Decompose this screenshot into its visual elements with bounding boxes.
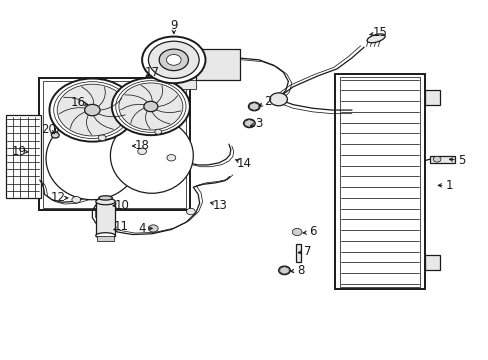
Text: 20: 20 <box>41 123 56 136</box>
Text: 10: 10 <box>115 199 130 212</box>
Ellipse shape <box>366 34 385 43</box>
Bar <box>295 244 300 262</box>
Ellipse shape <box>99 196 112 200</box>
Bar <box>39 78 189 211</box>
Text: 19: 19 <box>12 145 27 158</box>
Bar <box>339 77 419 287</box>
Bar <box>195 49 239 80</box>
Text: 7: 7 <box>304 245 311 258</box>
Text: 15: 15 <box>372 27 386 40</box>
Text: 17: 17 <box>144 66 159 79</box>
Bar <box>5 116 41 198</box>
Circle shape <box>51 132 59 138</box>
Circle shape <box>166 154 175 161</box>
Circle shape <box>248 102 260 111</box>
Circle shape <box>49 78 135 141</box>
Circle shape <box>186 208 195 215</box>
Circle shape <box>138 148 146 154</box>
Circle shape <box>72 197 81 203</box>
Text: 14: 14 <box>237 157 251 170</box>
Bar <box>96 202 115 235</box>
Circle shape <box>155 129 161 134</box>
Text: 18: 18 <box>134 139 149 152</box>
Circle shape <box>269 93 287 106</box>
Circle shape <box>432 156 440 162</box>
Text: 5: 5 <box>457 154 464 167</box>
Circle shape <box>57 84 127 136</box>
Circle shape <box>159 49 188 71</box>
Bar <box>429 156 454 163</box>
Circle shape <box>143 101 158 112</box>
Text: 13: 13 <box>212 199 227 212</box>
Bar <box>424 255 439 270</box>
Circle shape <box>278 266 290 275</box>
Circle shape <box>98 135 106 141</box>
Text: 4: 4 <box>138 222 145 235</box>
Circle shape <box>148 41 199 78</box>
Circle shape <box>84 104 100 116</box>
Bar <box>424 90 439 105</box>
Ellipse shape <box>110 118 193 193</box>
Text: 3: 3 <box>255 117 262 130</box>
Text: 2: 2 <box>264 95 271 108</box>
Circle shape <box>292 228 302 235</box>
Bar <box>334 74 424 289</box>
Bar <box>42 81 185 208</box>
Circle shape <box>142 37 205 83</box>
Circle shape <box>119 83 183 130</box>
Bar <box>166 80 195 89</box>
Text: 16: 16 <box>70 96 85 109</box>
Ellipse shape <box>46 117 139 200</box>
Circle shape <box>243 119 255 128</box>
Bar <box>97 235 114 241</box>
Ellipse shape <box>96 198 115 205</box>
Circle shape <box>166 54 181 65</box>
Text: 6: 6 <box>308 225 316 238</box>
Text: 11: 11 <box>114 220 129 233</box>
Text: 1: 1 <box>445 179 452 192</box>
Circle shape <box>112 78 189 135</box>
Text: 9: 9 <box>170 19 177 32</box>
Ellipse shape <box>96 233 115 238</box>
Text: 12: 12 <box>51 192 65 204</box>
Text: 8: 8 <box>296 264 304 277</box>
Circle shape <box>148 225 158 232</box>
